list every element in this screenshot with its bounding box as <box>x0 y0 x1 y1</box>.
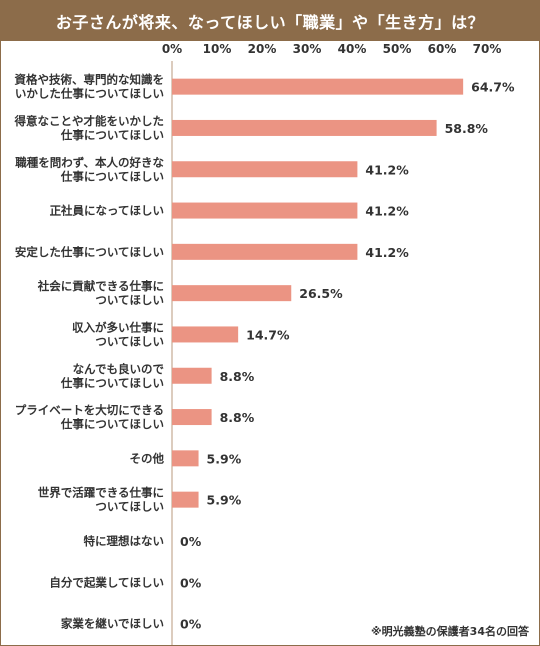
category-label: 安定した仕事についてほしい <box>15 245 164 259</box>
category-label: その他 <box>130 451 165 465</box>
x-tick-label: 50% <box>383 42 412 56</box>
value-label: 5.9% <box>207 451 242 466</box>
value-label: 8.8% <box>220 410 255 425</box>
bar <box>172 161 358 178</box>
chart-title: お子さんが将来、なってほしい「職業」や「生き方」は？ <box>1 1 539 41</box>
category-label: 世界で活躍できる仕事に <box>38 486 164 500</box>
category-label: 仕事についてほしい <box>60 417 164 431</box>
value-label: 26.5% <box>299 286 343 301</box>
x-tick-label: 10% <box>203 42 232 56</box>
bar <box>172 119 437 136</box>
category-label: プライベートを大切にできる <box>15 403 164 417</box>
bar <box>172 409 212 426</box>
category-label: いかした仕事についてほしい <box>15 87 164 101</box>
category-label: 自分で起業してほしい <box>49 575 164 589</box>
value-label: 14.7% <box>246 327 290 342</box>
category-label: 得意なことや才能をいかした <box>14 114 165 128</box>
value-label: 41.2% <box>365 162 409 177</box>
category-label: ついてほしい <box>95 293 164 307</box>
category-label: 正社員になってほしい <box>50 204 164 218</box>
value-label: 41.2% <box>365 204 409 219</box>
category-label: 収入が多い仕事に <box>72 320 164 334</box>
x-tick-label: 20% <box>248 42 277 56</box>
category-label: なんでも良いので <box>73 362 164 376</box>
x-tick-label: 40% <box>338 42 367 56</box>
category-label: 資格や技術、専門的な知識を <box>15 73 165 87</box>
category-label: 社会に貢献できる仕事に <box>37 279 164 293</box>
bar <box>172 78 464 95</box>
value-label: 0% <box>180 617 202 632</box>
source-note: ※明光義塾の保護者34名の回答 <box>370 625 529 638</box>
x-tick-label: 70% <box>473 42 502 56</box>
category-label: 特に理想はない <box>84 534 165 548</box>
category-label: 家業を継いでほしい <box>61 617 164 631</box>
category-label: 仕事についてほしい <box>60 376 164 390</box>
value-label: 0% <box>180 575 202 590</box>
value-label: 8.8% <box>220 369 255 384</box>
bar <box>172 243 358 260</box>
category-label: ついてほしい <box>95 334 164 348</box>
value-label: 0% <box>180 534 202 549</box>
bar <box>172 491 199 508</box>
category-label: 職種を問わず、本人の好きな <box>15 155 164 169</box>
bar <box>172 202 358 219</box>
bar <box>172 285 292 302</box>
bar <box>172 367 212 384</box>
value-label: 41.2% <box>365 245 409 260</box>
category-label: ついてほしい <box>95 500 164 514</box>
bar <box>172 326 239 343</box>
category-label: 仕事についてほしい <box>60 169 164 183</box>
value-label: 58.8% <box>445 121 489 136</box>
value-label: 5.9% <box>207 493 242 508</box>
category-label: 仕事についてほしい <box>60 128 164 142</box>
x-tick-label: 0% <box>162 42 182 56</box>
value-label: 64.7% <box>471 80 515 95</box>
x-tick-label: 60% <box>428 42 457 56</box>
bar <box>172 450 199 467</box>
x-tick-label: 30% <box>293 42 322 56</box>
